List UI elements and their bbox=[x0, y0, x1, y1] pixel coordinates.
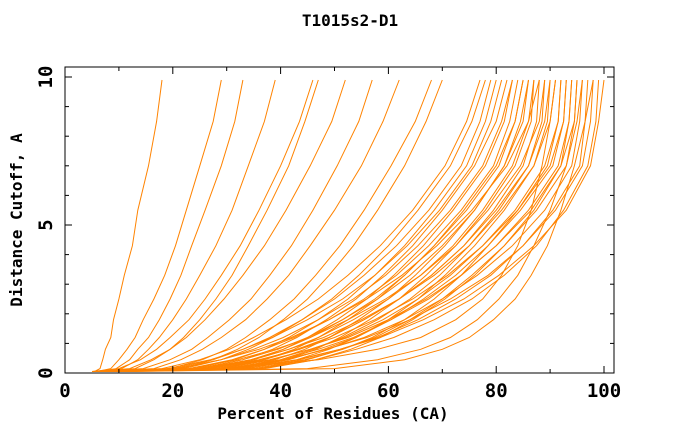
model-curve-48 bbox=[124, 79, 583, 372]
model-curve-30 bbox=[97, 79, 546, 372]
model-curve-6 bbox=[105, 79, 319, 372]
model-curve-47 bbox=[102, 79, 605, 372]
model-curve-8 bbox=[99, 79, 373, 372]
x-axis-label: Percent of Residues (CA) bbox=[217, 404, 448, 423]
model-curve-34 bbox=[108, 79, 556, 372]
model-curve-10 bbox=[108, 79, 432, 372]
y-tick-label-5: 5 bbox=[35, 219, 57, 230]
model-curve-2 bbox=[97, 79, 222, 372]
model-curve-20 bbox=[94, 79, 519, 372]
model-curve-37 bbox=[97, 79, 567, 372]
x-tick-label-100: 100 bbox=[587, 380, 621, 402]
model-curve-36 bbox=[116, 79, 562, 372]
model-curve-27 bbox=[91, 79, 540, 372]
model-curve-16 bbox=[97, 79, 503, 372]
y-tick-label-10: 10 bbox=[35, 66, 57, 89]
x-tick-label-60: 60 bbox=[377, 380, 400, 402]
model-curve-41 bbox=[99, 79, 578, 372]
model-curve-35 bbox=[105, 79, 562, 372]
model-curve-1 bbox=[94, 79, 163, 372]
y-axis-label: Distance Cutoff, A bbox=[7, 133, 26, 307]
x-tick-label-20: 20 bbox=[161, 380, 184, 402]
model-curve-24 bbox=[113, 79, 529, 372]
y-tick-label-0: 0 bbox=[35, 367, 57, 378]
model-curve-46 bbox=[116, 79, 600, 372]
model-curve-9 bbox=[102, 79, 400, 372]
model-curve-33 bbox=[99, 79, 556, 372]
plot-frame bbox=[64, 66, 615, 374]
model-curve-38 bbox=[108, 79, 567, 372]
model-curve-25 bbox=[99, 79, 535, 372]
model-curve-4 bbox=[102, 79, 276, 372]
model-curve-49 bbox=[129, 79, 594, 372]
model-curve-7 bbox=[97, 79, 346, 372]
model-curve-45 bbox=[97, 79, 594, 372]
model-curve-14 bbox=[91, 79, 492, 372]
x-tick-label-80: 80 bbox=[485, 380, 508, 402]
plot-area: 0 20 40 60 80 100 0 5 10 bbox=[35, 66, 621, 402]
x-tick-label-40: 40 bbox=[269, 380, 292, 402]
model-curve-3 bbox=[99, 79, 244, 372]
x-tick-label-0: 0 bbox=[59, 380, 70, 402]
chart-title: T1015s2-D1 bbox=[302, 11, 398, 30]
model-curve-15 bbox=[102, 79, 497, 372]
model-curve-43 bbox=[105, 79, 583, 372]
model-curve-5 bbox=[91, 79, 314, 372]
model-curve-44 bbox=[110, 79, 589, 372]
model-curve-12 bbox=[94, 79, 481, 372]
